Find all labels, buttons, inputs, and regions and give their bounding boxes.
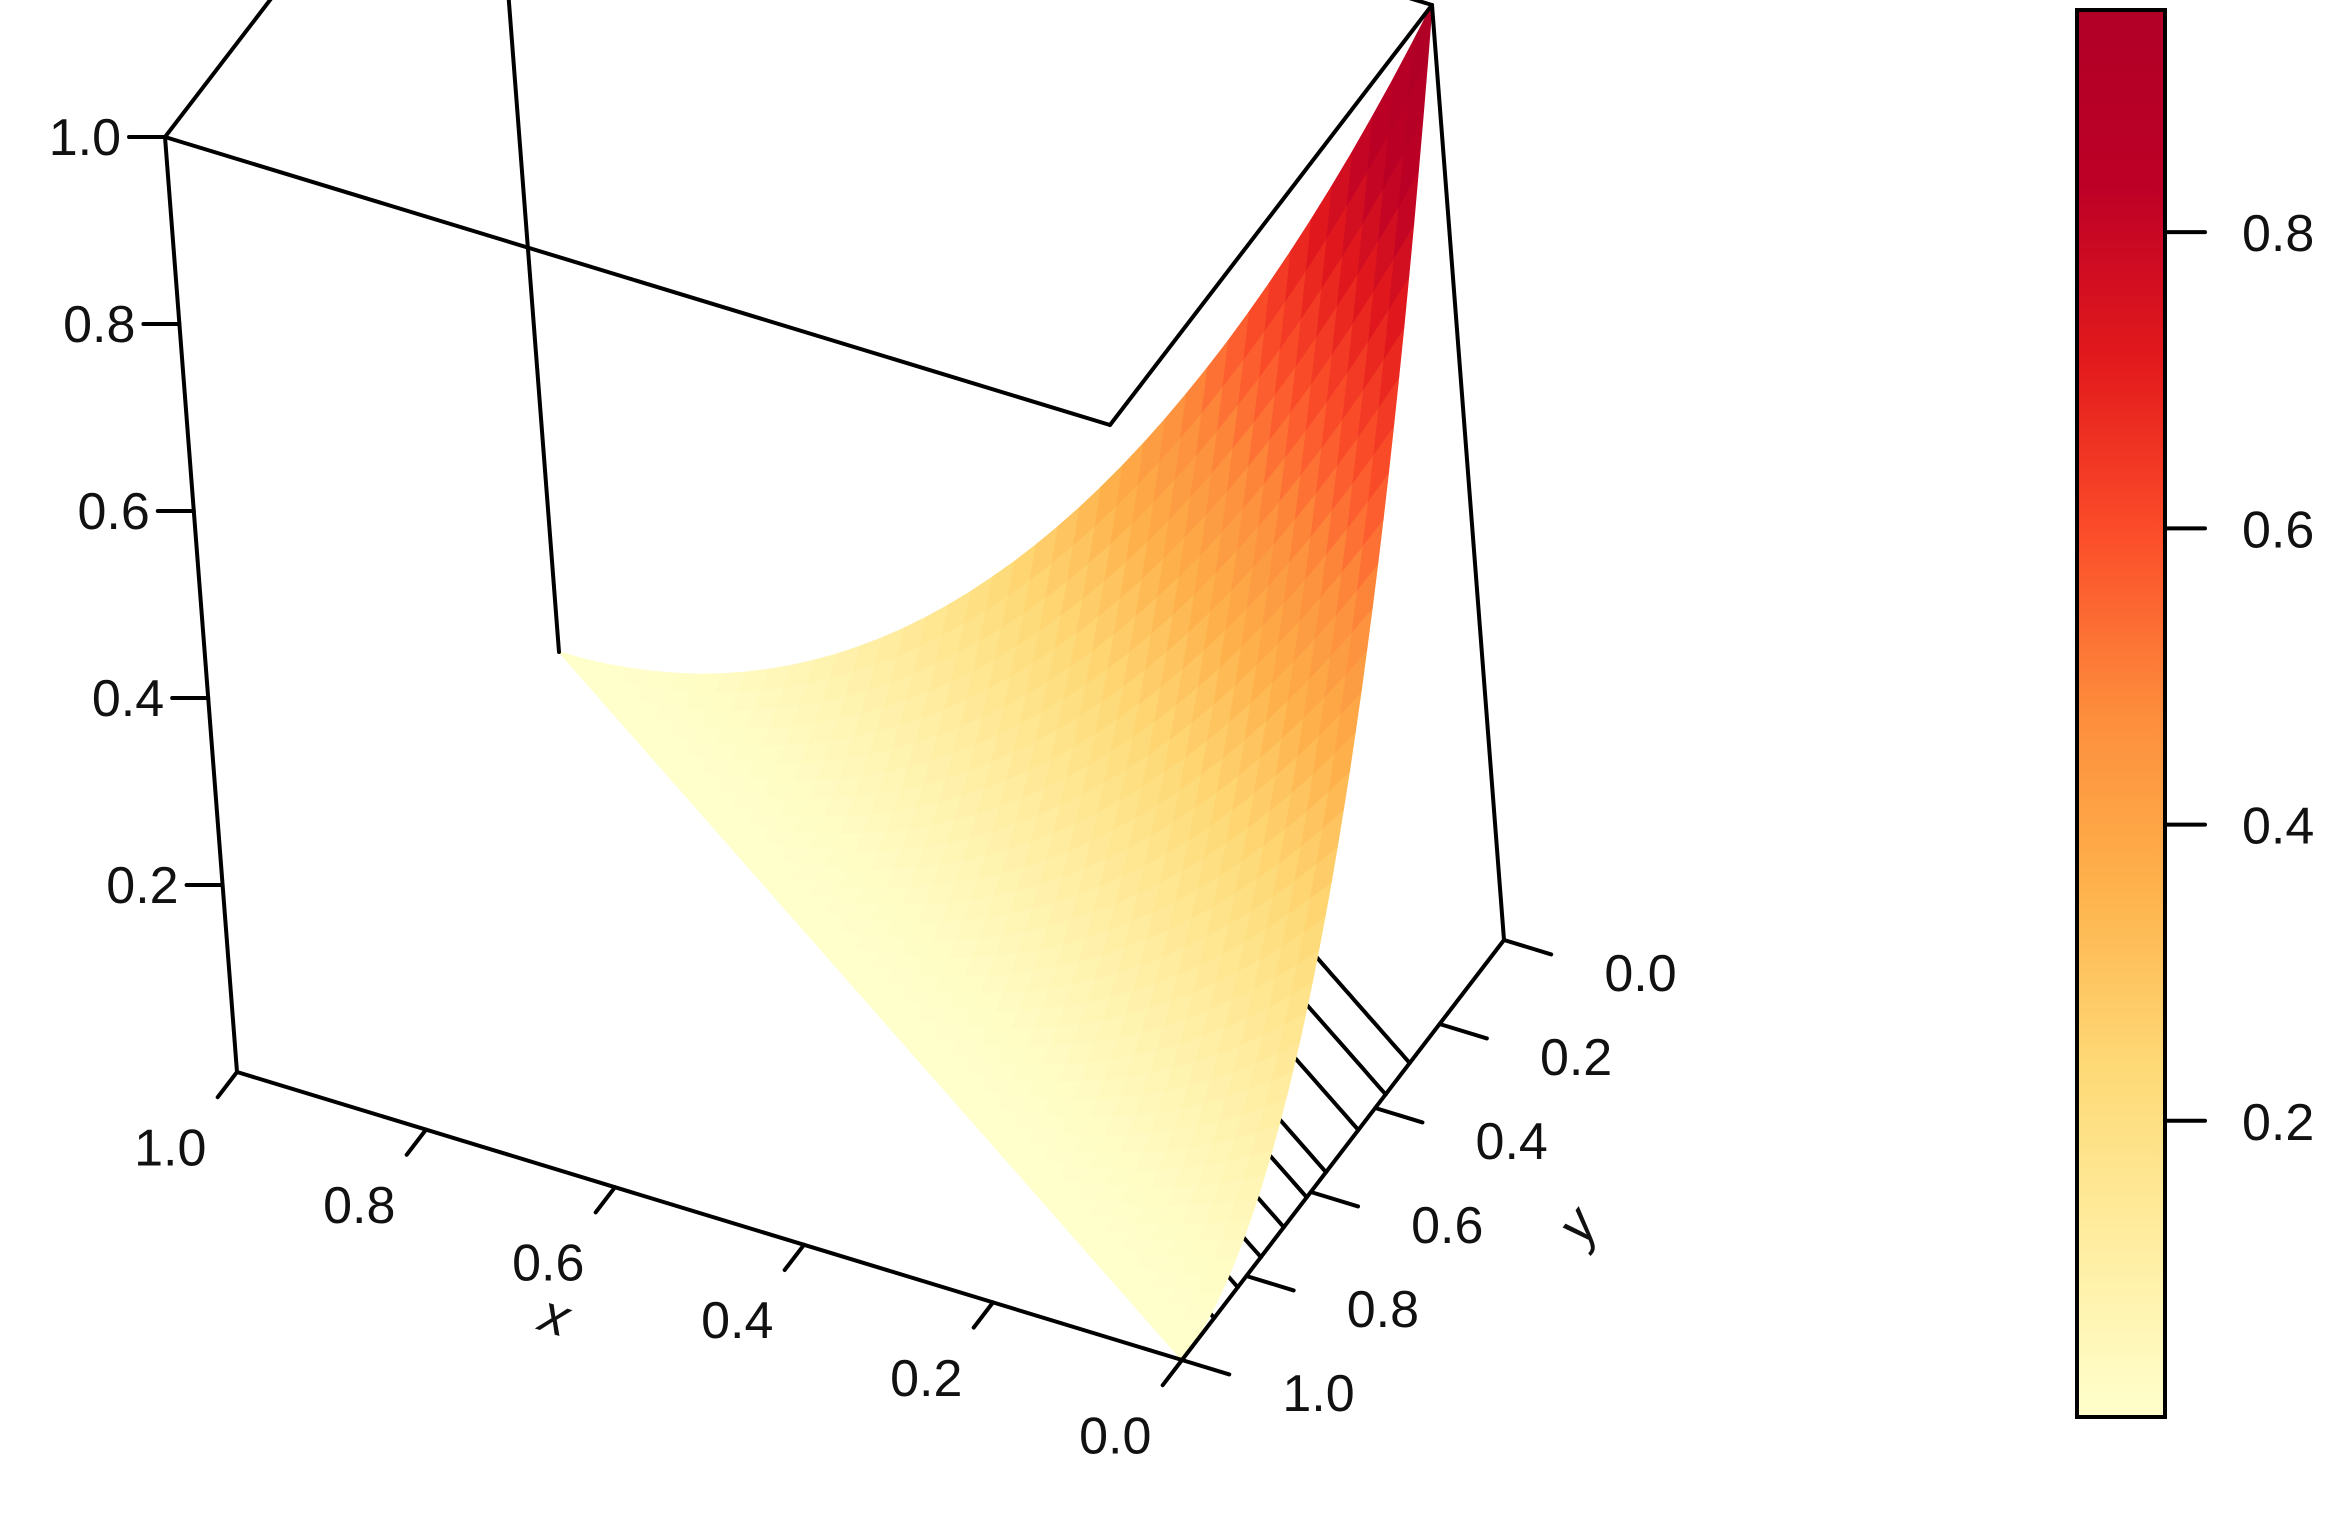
x-tick-mark (782, 1242, 806, 1272)
y-tick-label: 1.0 (1282, 1365, 1354, 1423)
z-tick-label: 0.6 (78, 483, 150, 541)
y-tick-mark (1244, 1274, 1296, 1293)
colorbar-ramp (2075, 8, 2167, 1419)
x-tick-label: 0.2 (890, 1350, 962, 1408)
top-front-edge (163, 135, 1112, 427)
x-tick-label: 1.0 (134, 1119, 206, 1177)
y-tick-mark (1373, 1106, 1425, 1125)
bounding-box (163, 0, 1506, 1362)
x-tick-mark (404, 1127, 428, 1157)
top-left-edge (163, 0, 273, 139)
colorbar: 0.2 0.4 0.6 0.8 (2075, 8, 2314, 1419)
x-tick-label: 0.6 (512, 1235, 584, 1293)
colorbar-tick-label: 0.8 (2242, 205, 2314, 263)
y-tick-label: 0.8 (1347, 1281, 1419, 1339)
x-tick-mark (593, 1185, 617, 1215)
axes: 0.0 0.2 0.4 0.6 0.8 1.0 0.0 0.2 0.4 0.6 0.8 1.0 0.2 0… (49, 109, 1677, 1465)
top-back-edge (1408, 0, 1434, 7)
y-tick-label: 0.6 (1411, 1197, 1483, 1255)
front-x-edge (235, 1070, 1184, 1362)
x-tick-mark (215, 1070, 239, 1100)
y-tick-mark (1180, 1358, 1232, 1377)
y-tick-mark (1502, 938, 1554, 957)
y-tick-mark (1308, 1190, 1361, 1209)
y-tick-label: 0.4 (1476, 1113, 1548, 1171)
surface-facet (558, 651, 584, 671)
x-tick-label: 0.0 (1079, 1407, 1151, 1465)
x-tick-label: 0.4 (701, 1292, 773, 1350)
z-tick-label: 1.0 (49, 109, 121, 167)
x-tick-mark (971, 1300, 995, 1330)
x-tick-mark (1160, 1358, 1184, 1388)
colorbar-tick-label: 0.2 (2242, 1094, 2314, 1152)
surface-mesh (558, 4, 1433, 1361)
right-vertical-edge (1430, 3, 1506, 942)
left-vertical-edge (163, 135, 239, 1074)
z-tick-label: 0.2 (106, 857, 178, 915)
top-right-edge (1108, 3, 1434, 427)
front-y-edge (1180, 938, 1506, 1362)
y-axis-title: y (1543, 1194, 1611, 1257)
colorbar-tick-label: 0.4 (2242, 798, 2314, 856)
z-tick-label: 0.8 (63, 296, 135, 354)
y-tick-label: 0.0 (1604, 945, 1676, 1003)
x-tick-label: 0.8 (323, 1177, 395, 1235)
y-tick-mark (1437, 1022, 1489, 1041)
colorbar-tick-label: 0.6 (2242, 501, 2314, 559)
z-tick-label: 0.4 (92, 670, 164, 728)
y-tick-label: 0.2 (1540, 1029, 1612, 1087)
back-vertical-edge (506, 0, 561, 654)
